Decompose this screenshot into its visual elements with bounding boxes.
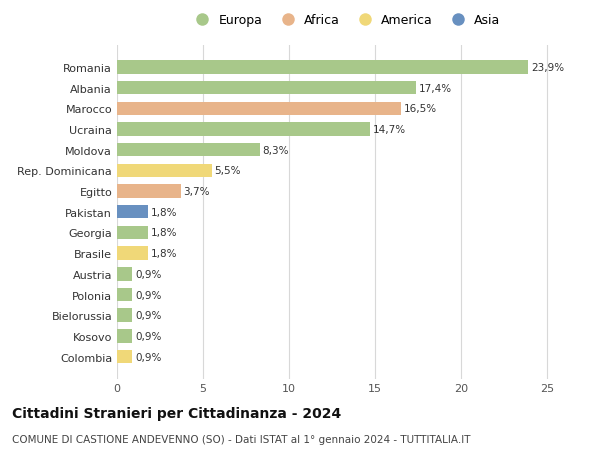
- Text: 8,3%: 8,3%: [262, 146, 289, 155]
- Text: COMUNE DI CASTIONE ANDEVENNO (SO) - Dati ISTAT al 1° gennaio 2024 - TUTTITALIA.I: COMUNE DI CASTIONE ANDEVENNO (SO) - Dati…: [12, 434, 470, 444]
- Text: 5,5%: 5,5%: [214, 166, 241, 176]
- Bar: [117, 123, 370, 136]
- Text: Cittadini Stranieri per Cittadinanza - 2024: Cittadini Stranieri per Cittadinanza - 2…: [12, 406, 341, 420]
- Bar: [117, 102, 401, 116]
- Bar: [117, 350, 133, 364]
- Text: 0,9%: 0,9%: [135, 269, 161, 279]
- Text: 3,7%: 3,7%: [183, 187, 210, 196]
- Text: 0,9%: 0,9%: [135, 290, 161, 300]
- Text: 0,9%: 0,9%: [135, 311, 161, 320]
- Bar: [117, 288, 133, 302]
- Bar: [117, 144, 260, 157]
- Bar: [117, 268, 133, 281]
- Text: 0,9%: 0,9%: [135, 352, 161, 362]
- Bar: [117, 330, 133, 343]
- Text: 17,4%: 17,4%: [419, 84, 452, 93]
- Text: 1,8%: 1,8%: [151, 249, 177, 258]
- Bar: [117, 61, 528, 74]
- Bar: [117, 185, 181, 198]
- Text: 1,8%: 1,8%: [151, 207, 177, 217]
- Legend: Europa, Africa, America, Asia: Europa, Africa, America, Asia: [185, 9, 505, 32]
- Bar: [117, 247, 148, 260]
- Text: 23,9%: 23,9%: [531, 63, 564, 73]
- Bar: [117, 226, 148, 240]
- Bar: [117, 206, 148, 219]
- Text: 1,8%: 1,8%: [151, 228, 177, 238]
- Bar: [117, 82, 416, 95]
- Text: 14,7%: 14,7%: [373, 125, 406, 134]
- Text: 16,5%: 16,5%: [404, 104, 437, 114]
- Text: 0,9%: 0,9%: [135, 331, 161, 341]
- Bar: [117, 309, 133, 322]
- Bar: [117, 164, 212, 178]
